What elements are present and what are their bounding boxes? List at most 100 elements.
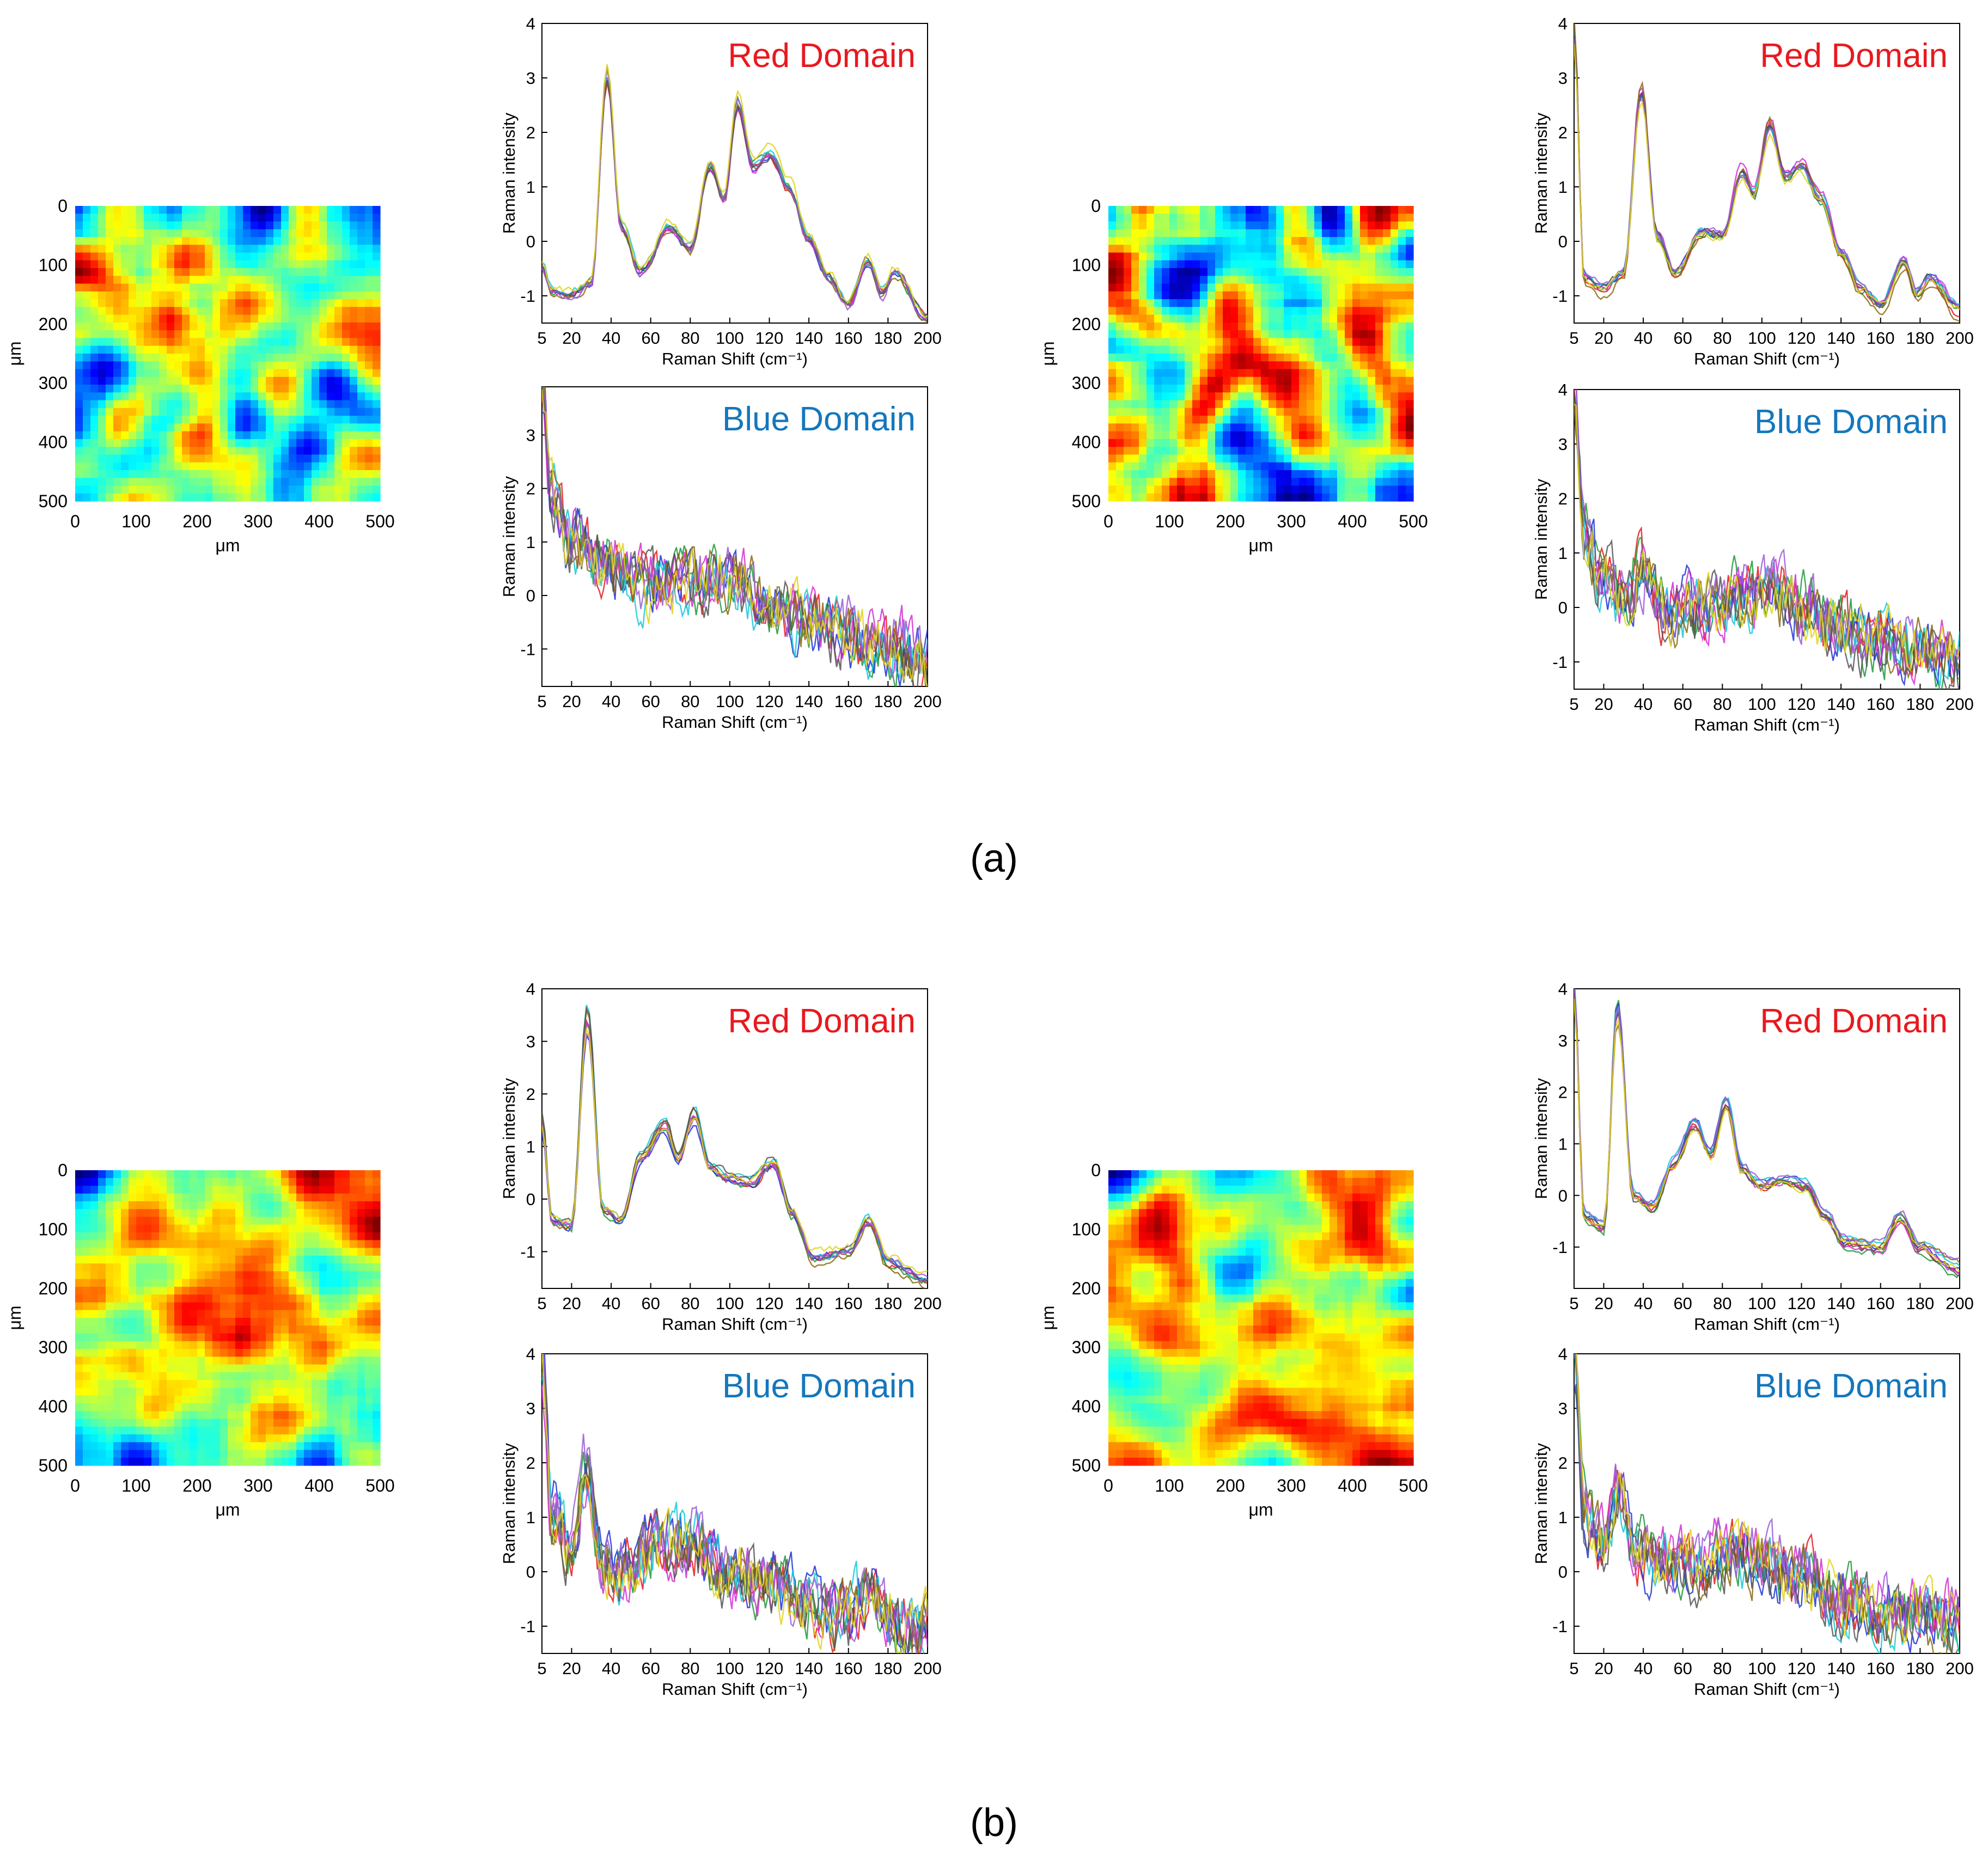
heatmap-cell — [235, 283, 243, 292]
heatmap-cell — [289, 345, 297, 354]
heatmap-cell — [144, 1302, 152, 1311]
heatmap-cell — [205, 369, 213, 378]
heatmap-cell — [251, 268, 259, 276]
heatmap-cell — [205, 1457, 213, 1466]
heatmap-cell — [121, 1170, 129, 1178]
heatmap-cell — [243, 229, 251, 238]
heatmap-cell — [1391, 245, 1399, 253]
heatmap-cell — [342, 1271, 350, 1280]
heatmap-cell — [273, 299, 282, 308]
heatmap-cell — [357, 237, 365, 245]
heatmap-cell — [75, 1279, 83, 1287]
heatmap-cell — [190, 237, 198, 245]
heatmap-cell — [1261, 307, 1269, 315]
heatmap-cell — [144, 1271, 152, 1280]
heatmap-cell — [243, 1185, 251, 1194]
heatmap-cell — [151, 291, 160, 300]
heatmap-cell — [289, 1248, 297, 1256]
heatmap-cell — [1192, 245, 1200, 253]
heatmap-cell — [1284, 376, 1292, 385]
heatmap-cell — [1230, 1232, 1239, 1240]
heatmap-cell — [266, 400, 274, 409]
heatmap-cell — [212, 1193, 221, 1202]
heatmap-cell — [113, 439, 121, 447]
heatmap-cell — [1154, 237, 1162, 245]
heatmap-cell — [167, 1380, 175, 1388]
heatmap-cell — [1375, 408, 1383, 416]
heatmap-cell — [1284, 439, 1292, 447]
heatmap-cell — [273, 385, 282, 393]
heatmap-cell — [342, 369, 350, 378]
heatmap-cell — [266, 1450, 274, 1458]
heatmap-cell — [167, 260, 175, 269]
heatmap-cell — [1284, 408, 1292, 416]
heatmap-cell — [1177, 245, 1185, 253]
heatmap-cell — [342, 361, 350, 370]
heatmap-cell — [296, 1294, 304, 1303]
heatmap-cell — [75, 1302, 83, 1311]
heatmap-cell — [1215, 214, 1223, 222]
heatmap-cell — [1284, 1170, 1292, 1178]
heatmap-cell — [327, 431, 335, 440]
heatmap-cell — [159, 1279, 167, 1287]
heatmap-cell — [327, 237, 335, 245]
heatmap-cell — [334, 322, 343, 331]
heatmap-cell — [1261, 462, 1269, 471]
heatmap-cell — [1330, 214, 1338, 222]
heatmap-cell — [1215, 408, 1223, 416]
heatmap-cell — [1208, 214, 1216, 222]
heatmap-cell — [1337, 330, 1345, 339]
heatmap-cell — [220, 462, 228, 471]
heatmap-cell — [251, 1349, 259, 1357]
heatmap-cell — [1139, 369, 1147, 378]
heatmap-cell — [1223, 206, 1231, 214]
heatmap-cell — [90, 330, 99, 339]
heatmap-cell — [334, 1364, 343, 1373]
heatmap-cell — [1139, 345, 1147, 354]
heatmap-cell — [1116, 1232, 1124, 1240]
heatmap-cell — [1238, 470, 1246, 478]
heatmap-cell — [1208, 252, 1216, 261]
heatmap-cell — [136, 1193, 144, 1202]
heatmap-cell — [1383, 268, 1391, 276]
heatmap-cell — [327, 314, 335, 323]
heatmap-cell — [75, 1255, 83, 1264]
heatmap-cell — [144, 470, 152, 478]
heatmap-cell — [98, 1294, 106, 1303]
heatmap-cell — [258, 361, 266, 370]
heatmap-cell — [1269, 478, 1277, 486]
heatmap-cell — [1269, 369, 1277, 378]
heatmap-cell — [1352, 206, 1361, 214]
heatmap-cell — [373, 1341, 381, 1349]
heatmap-cell — [212, 1388, 221, 1396]
heatmap-cell — [350, 1224, 358, 1233]
heatmap-cell — [273, 1302, 282, 1311]
heatmap-cell — [304, 439, 312, 447]
heatmap-cell — [373, 1380, 381, 1388]
heatmap-cell — [220, 330, 228, 339]
heatmap-cell — [159, 1364, 167, 1373]
heatmap-cell — [1246, 245, 1254, 253]
heatmap-cell — [1314, 1185, 1322, 1194]
heatmap-cell — [1253, 229, 1261, 238]
heatmap-cell — [1253, 237, 1261, 245]
heatmap-cell — [159, 1333, 167, 1342]
heatmap-cell — [289, 1217, 297, 1225]
heatmap-cell — [342, 221, 350, 230]
heatmap-cell — [197, 1349, 205, 1357]
heatmap-cell — [1291, 260, 1300, 269]
heatmap-cell — [167, 1248, 175, 1256]
heatmap-cell — [151, 376, 160, 385]
heatmap-cell — [136, 1450, 144, 1458]
heatmap-cell — [251, 1294, 259, 1303]
heatmap-cell — [1131, 245, 1139, 253]
heatmap-cell — [220, 1232, 228, 1240]
heatmap-cell — [365, 439, 373, 447]
heatmap-cell — [1192, 400, 1200, 409]
heatmap-cell — [1200, 1240, 1208, 1249]
heatmap-cell — [1383, 1209, 1391, 1218]
heatmap-cell — [350, 1403, 358, 1412]
heatmap-cell — [98, 307, 106, 315]
heatmap-cell — [1391, 260, 1399, 269]
heatmap-cell — [83, 1255, 91, 1264]
